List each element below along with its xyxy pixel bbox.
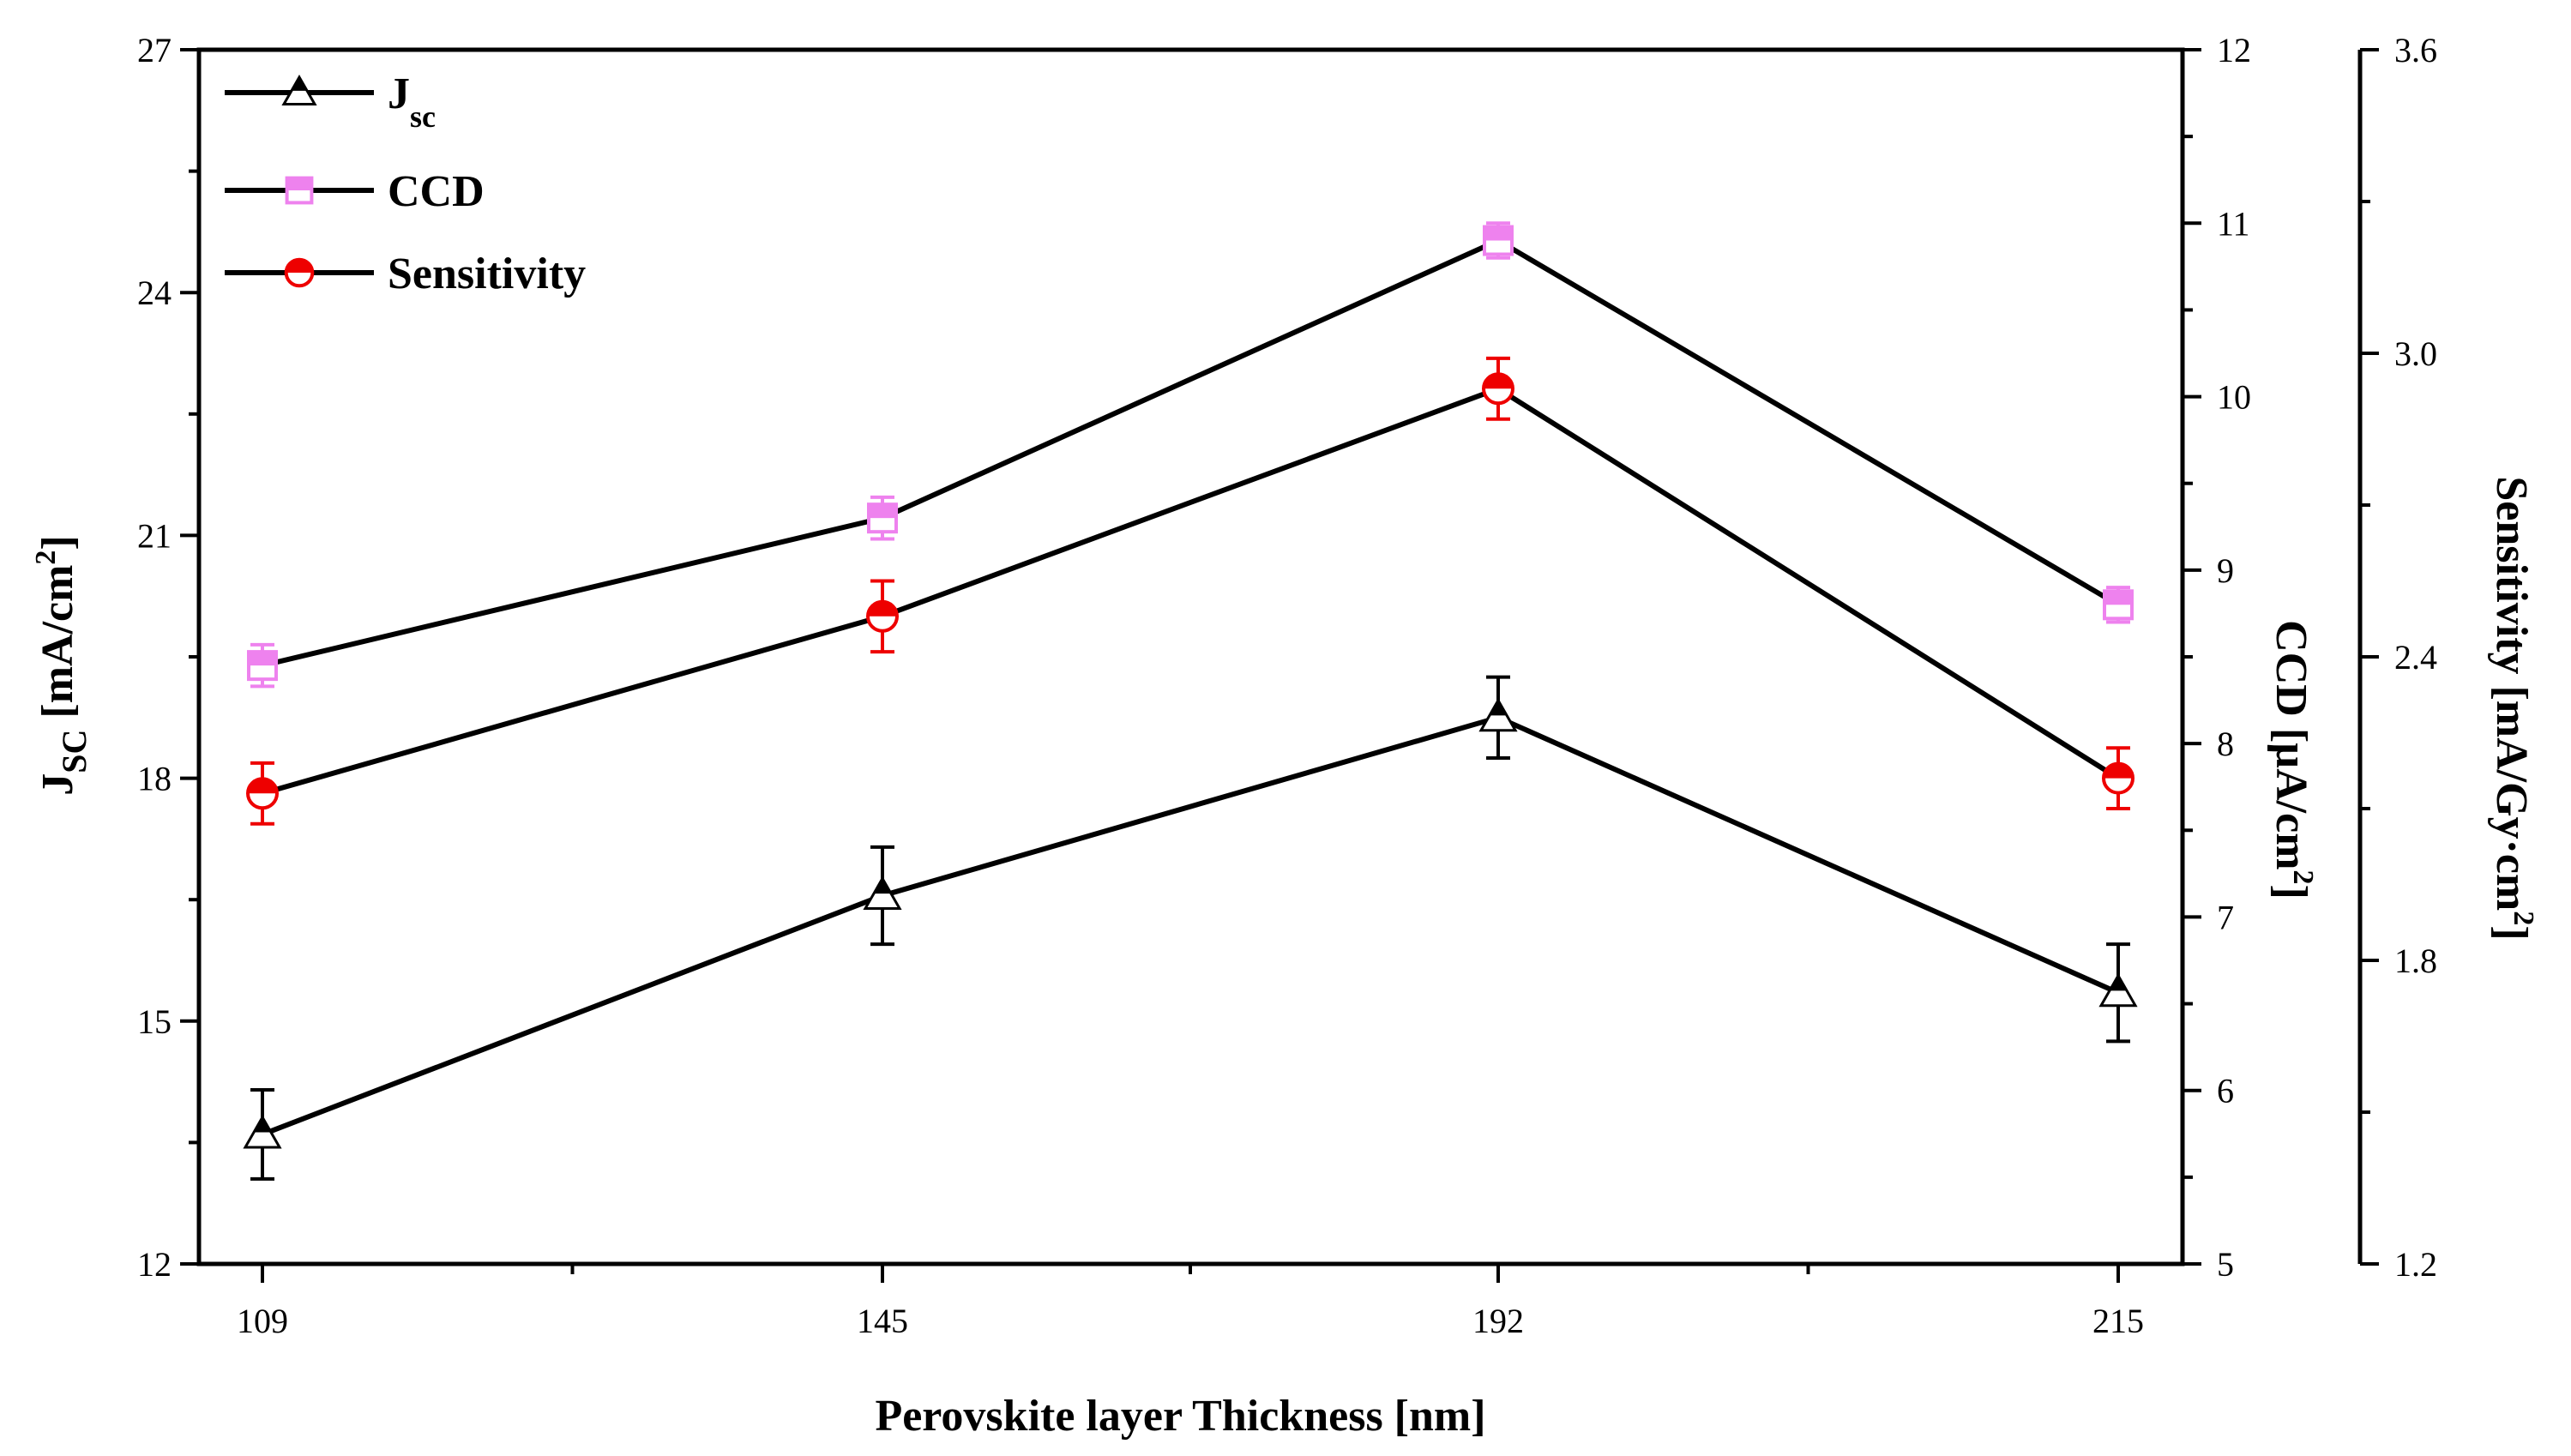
series-ccd <box>247 221 2134 689</box>
y-sensitivity-tick-label: 3.6 <box>2394 31 2437 69</box>
x-axis-title: Perovskite layer Thickness [nm] <box>875 1392 1485 1441</box>
y-ccd-tick-label: 6 <box>2217 1072 2234 1110</box>
x-tick-label: 145 <box>857 1302 908 1340</box>
y-jsc-tick-label: 27 <box>137 31 172 69</box>
y-ccd-tick-label: 8 <box>2217 725 2234 763</box>
series-group <box>243 221 2138 1181</box>
y-sensitivity-tick-label: 1.8 <box>2394 942 2437 980</box>
y-jsc-tick-label: 21 <box>137 516 172 555</box>
legend-marker-fill <box>286 259 313 273</box>
y-ccd-tick-label: 9 <box>2217 551 2234 590</box>
y-sensitivity-tick-label: 2.4 <box>2394 638 2437 677</box>
y-ccd-tick-label: 5 <box>2217 1245 2234 1284</box>
y-axis-sensitivity: 1.2 1.8 2.4 3.0 3.6 <box>2357 31 2437 1284</box>
x-axis: 109 145 192 215 <box>237 1264 2144 1340</box>
data-point-fill <box>2104 763 2133 779</box>
y-ccd-tick-label: 11 <box>2217 204 2250 243</box>
plot-frame <box>196 47 2185 1266</box>
data-point-fill <box>2104 591 2132 605</box>
data-point-fill <box>254 1116 271 1133</box>
data-point-fill <box>1484 226 1512 241</box>
legend: Jsc CCD Sensitivity <box>225 69 586 298</box>
legend-label: Jsc <box>388 69 436 134</box>
data-point-fill <box>2110 975 2127 991</box>
y-sensitivity-tick-label: 3.0 <box>2394 334 2437 373</box>
data-point-fill <box>1490 700 1507 716</box>
legend-label: CCD <box>388 167 485 216</box>
y-ccd-tick-label: 12 <box>2217 31 2251 69</box>
data-point-fill <box>1484 374 1513 389</box>
data-point-fill <box>869 504 896 519</box>
data-point-fill <box>248 779 277 794</box>
y-ccd-tick-label: 7 <box>2217 898 2234 936</box>
y-jsc-axis-title: JSC [mA/cm2] <box>30 535 93 796</box>
legend-item-sensitivity: Sensitivity <box>225 250 586 298</box>
series-jsc <box>243 675 2138 1181</box>
y-ccd-axis-title: CCD [µA/cm2] <box>2267 620 2319 899</box>
series-sensitivity <box>246 356 2134 826</box>
y-axis-jsc: 12 15 18 21 24 27 <box>137 31 199 1284</box>
legend-item-ccd: CCD <box>225 167 485 216</box>
legend-marker-fill <box>286 177 312 190</box>
y-jsc-tick-label: 18 <box>137 760 172 798</box>
data-point-fill <box>249 652 276 666</box>
x-tick-label: 109 <box>237 1302 288 1340</box>
legend-item-jsc: Jsc <box>225 69 436 134</box>
data-point-fill <box>874 878 891 894</box>
series-line <box>262 385 2120 797</box>
y-ccd-tick-label: 10 <box>2217 378 2251 417</box>
x-tick-label: 215 <box>2092 1302 2144 1340</box>
axis-titles: Perovskite layer Thickness [nm] JSC [mA/c… <box>30 476 2539 1441</box>
series-line <box>261 714 2120 1137</box>
y-sensitivity-tick-label: 1.2 <box>2394 1245 2437 1284</box>
plot-border <box>196 47 2185 1266</box>
legend-marker-fill <box>292 77 307 91</box>
y-jsc-tick-label: 12 <box>137 1245 172 1284</box>
data-point-fill <box>868 601 897 617</box>
y-sensitivity-axis-title: Sensitivity [mA/Gy·cm2] <box>2487 476 2539 940</box>
y-axis-ccd: 5 6 7 8 9 10 11 12 <box>2183 31 2251 1284</box>
y-jsc-tick-label: 24 <box>137 274 172 312</box>
y-jsc-tick-label: 15 <box>137 1002 172 1041</box>
x-tick-label: 192 <box>1472 1302 1524 1340</box>
legend-label: Sensitivity <box>388 250 586 298</box>
series-line <box>262 238 2120 669</box>
